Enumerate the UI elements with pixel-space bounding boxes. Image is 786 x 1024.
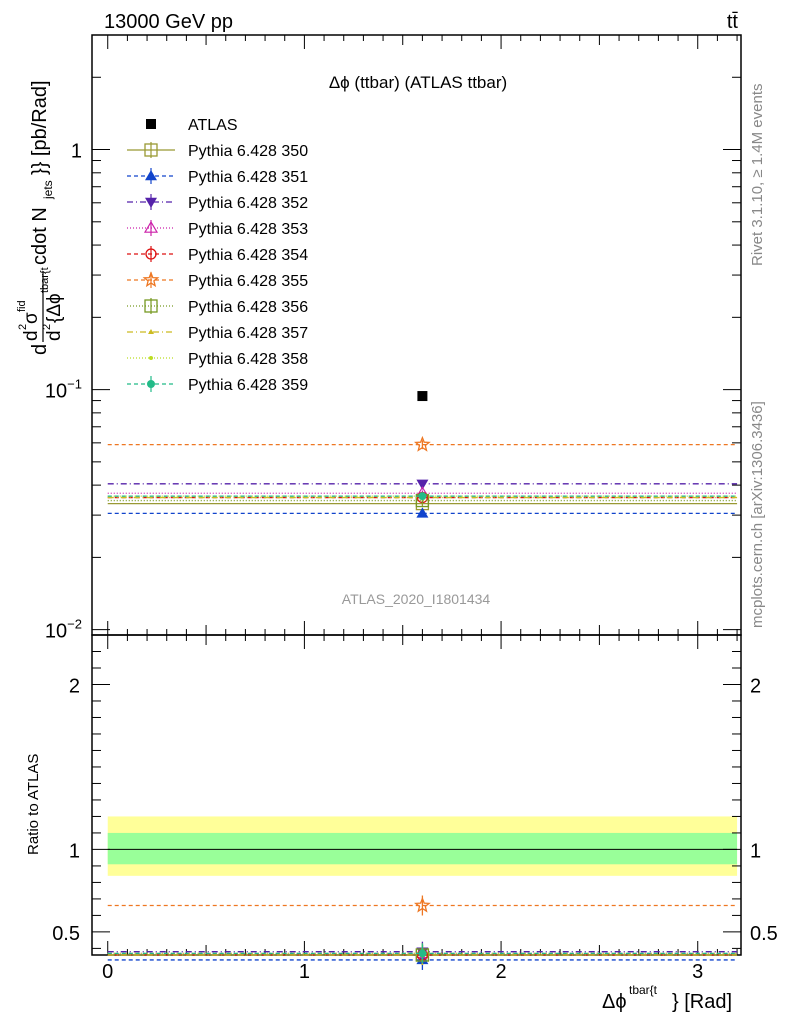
legend-marker <box>145 170 157 181</box>
ratio-y-tick-label-right: 2 <box>750 675 761 697</box>
analysis-watermark: ATLAS_2020_I1801434 <box>342 591 491 607</box>
ratio-y-tick-label-left: 1 <box>69 840 80 862</box>
x-tick-label: 0 <box>102 961 113 983</box>
legend-item-7: Pythia 6.428 356 <box>127 298 308 316</box>
legend-item-3: Pythia 6.428 352 <box>127 194 308 212</box>
legend-label: Pythia 6.428 355 <box>188 273 308 290</box>
legend-label: Pythia 6.428 353 <box>188 221 308 238</box>
legend-item-10: Pythia 6.428 359 <box>127 376 308 394</box>
y-label-den-phi: {Δϕ <box>44 293 65 323</box>
plot-title: Δϕ (ttbar) (ATLAS ttbar) <box>329 73 507 92</box>
series-layer <box>107 391 738 518</box>
legend-label: Pythia 6.428 351 <box>188 169 308 186</box>
legend: ATLAS Pythia 6.428 350 Pythia 6.428 351 Pyt… <box>127 117 308 394</box>
ratio-y-tick-label-right: 0.5 <box>750 923 778 945</box>
legend-label: Pythia 6.428 354 <box>188 247 308 264</box>
legend-item-5: Pythia 6.428 354 <box>127 246 308 264</box>
legend-item-6: Pythia 6.428 355 <box>127 271 308 290</box>
legend-item-2: Pythia 6.428 351 <box>127 168 308 186</box>
y-label-sigma: σ <box>21 312 42 324</box>
y-tick-label: 1 <box>71 141 82 163</box>
x-tick-label: 1 <box>299 961 310 983</box>
y-label-d: d <box>29 344 51 355</box>
y-label-num-d: d <box>21 330 42 341</box>
series-marker <box>413 435 431 452</box>
y-axis-label: d d 2 σ fid d 2 {Δϕ tbar{t cdot N jets }… <box>16 80 65 355</box>
axes-layer: 0 1 2 3 1 10−1 10−2 0.5 0.5 1 1 2 2 <box>45 34 778 983</box>
y-label-end: }} [pb/Rad] <box>29 80 51 175</box>
legend-label: Pythia 6.428 358 <box>188 351 308 368</box>
legend-marker <box>145 248 157 260</box>
y-label-num-two: 2 <box>17 324 29 330</box>
ratio-marker <box>418 949 427 958</box>
legend-label: Pythia 6.428 356 <box>188 299 308 316</box>
legend-marker <box>144 299 158 313</box>
legend-item-atlas: ATLAS <box>146 117 238 134</box>
x-tick-label: 2 <box>496 961 507 983</box>
legend-marker <box>149 356 153 360</box>
ratio-band <box>107 816 738 876</box>
y-tick-label: 10−2 <box>45 617 82 643</box>
ratio-series-6 <box>107 895 738 916</box>
series-2 <box>107 507 738 518</box>
legend-marker <box>144 143 158 157</box>
legend-marker <box>147 380 155 388</box>
ratio-band-layer <box>107 816 738 876</box>
ratio-marker <box>413 896 431 913</box>
rivet-label: Rivet 3.1.10, ≥ 1.4M events <box>749 84 766 267</box>
series-marker <box>416 507 429 518</box>
y-label-den-two: 2 <box>41 324 53 330</box>
ratio-y-tick-label-left: 0.5 <box>52 923 80 945</box>
x-label-phi: Δϕ <box>602 991 627 1013</box>
legend-item-9: Pythia 6.428 358 <box>127 351 308 368</box>
legend-marker <box>148 329 154 334</box>
ratio-y-label: Ratio to ATLAS <box>25 754 42 855</box>
x-tick-label: 3 <box>692 961 703 983</box>
ratio-band-inner <box>107 832 738 865</box>
y-label-den-sup: tbar{t <box>39 267 51 293</box>
source-label: mcplots.cern.ch [arXiv:1306.3436] <box>749 401 766 628</box>
series-3 <box>107 479 738 490</box>
x-label-tail: } [Rad] <box>672 991 732 1013</box>
ratio-y-tick-label-left: 2 <box>69 675 80 697</box>
legend-label: Pythia 6.428 352 <box>188 195 308 212</box>
ratio-series-layer <box>107 895 738 970</box>
y-label-fid: fid <box>16 300 28 312</box>
series-10 <box>107 492 738 501</box>
legend-label: Pythia 6.428 357 <box>188 325 308 342</box>
ratio-y-tick-label-right: 1 <box>750 840 761 862</box>
y-label-tail: cdot N <box>29 207 51 265</box>
x-label-sup: tbar{t <box>629 983 658 997</box>
x-axis-label: Δϕ tbar{t } [Rad] <box>602 983 732 1013</box>
legend-item-1: Pythia 6.428 350 <box>127 142 308 160</box>
energy-label: 13000 GeV pp <box>104 11 233 33</box>
series-6 <box>107 435 738 452</box>
legend-item-8: Pythia 6.428 357 <box>127 325 308 342</box>
ratio-plot-frame <box>91 634 742 956</box>
data-point <box>417 391 428 402</box>
legend-marker <box>142 271 160 288</box>
y-tick-label: 10−1 <box>45 377 82 403</box>
legend-item-4: Pythia 6.428 353 <box>127 220 308 238</box>
legend-marker <box>143 220 159 233</box>
y-label-den-d: d <box>44 330 65 341</box>
legend-marker <box>145 197 157 208</box>
legend-label: ATLAS <box>188 117 238 134</box>
legend-label: Pythia 6.428 350 <box>188 143 308 160</box>
legend-marker <box>146 119 156 129</box>
series-marker <box>416 479 429 490</box>
ratio-series-10 <box>107 943 738 964</box>
series-marker <box>418 492 427 501</box>
legend-label: Pythia 6.428 359 <box>188 377 308 394</box>
process-label: tt̄ <box>727 11 739 33</box>
y-label-jets: jets <box>41 180 55 200</box>
